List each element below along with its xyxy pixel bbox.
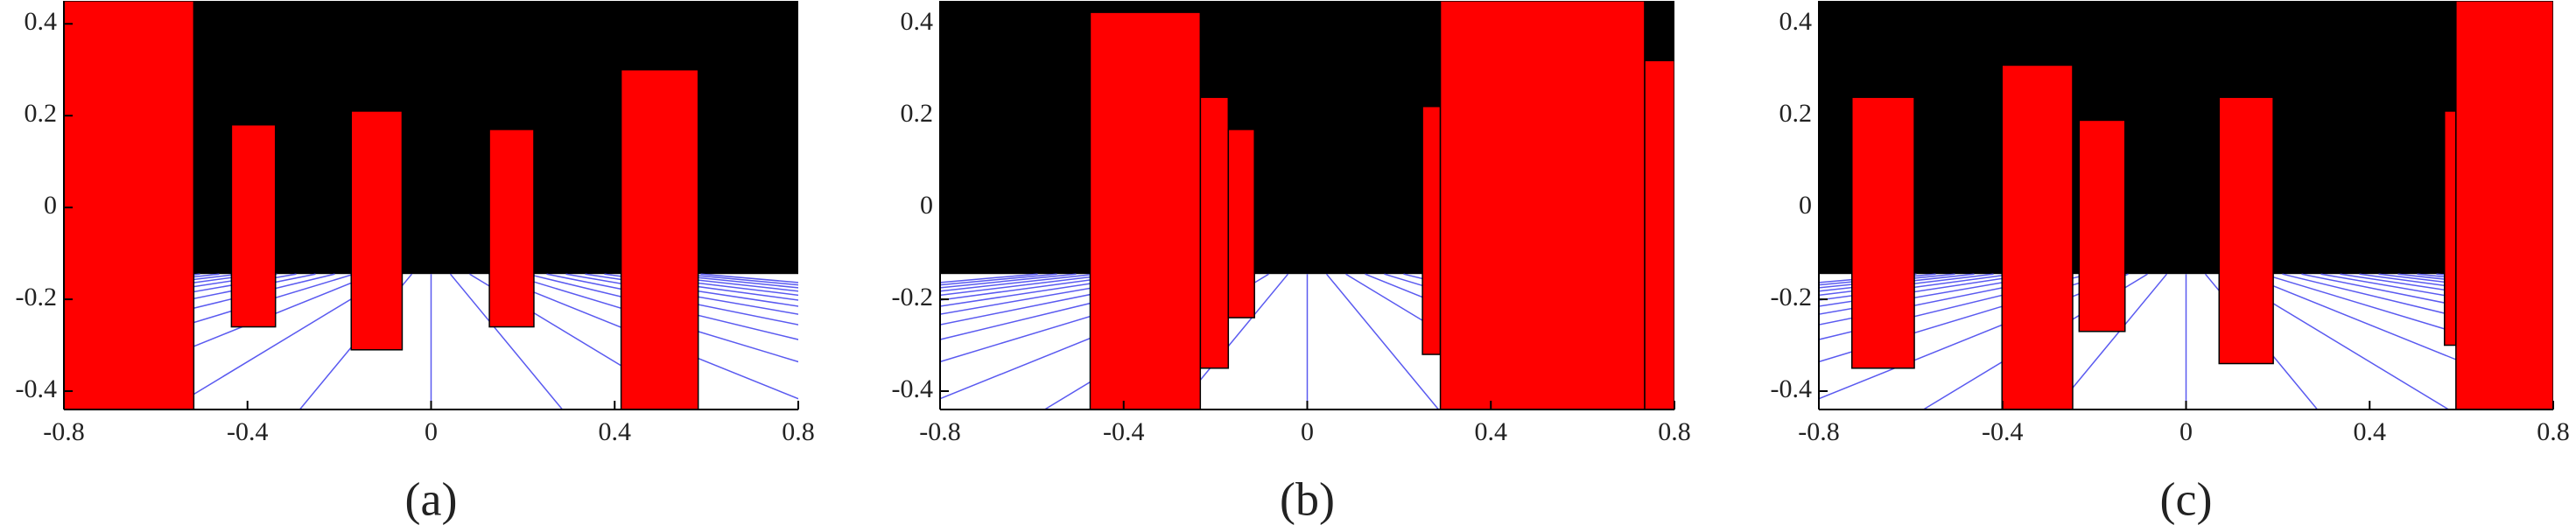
y-tick-label: 0	[920, 191, 933, 220]
y-tick-label: 0	[44, 191, 57, 220]
obstacle	[1439, 1, 1646, 410]
floor-line	[1819, 273, 2071, 326]
floor-line	[940, 273, 1134, 301]
obstacle	[620, 68, 699, 410]
x-tick-label: 0.8	[2537, 417, 2570, 446]
floor-line	[1325, 273, 1440, 410]
x-tick-label: -0.8	[1798, 417, 1840, 446]
x-tick-label: -0.4	[227, 417, 269, 446]
y-tick-label: -0.4	[892, 374, 934, 403]
x-tick-label: 0.8	[1658, 417, 1691, 446]
x-tick-label: 0.4	[599, 417, 632, 446]
y-tick-label: 0.4	[901, 7, 934, 36]
y-tick-label: -0.2	[16, 283, 58, 312]
y-tick-label: 0.2	[1779, 99, 1813, 128]
y-tick-label: -0.4	[16, 374, 58, 403]
y-tick-label: 0.2	[25, 99, 58, 128]
floor-line	[1819, 273, 2013, 301]
floor-line	[940, 273, 1154, 307]
x-tick-label: 0	[425, 417, 438, 446]
obstacle	[1421, 105, 1442, 355]
plot-area	[64, 1, 798, 410]
obstacle	[350, 110, 404, 351]
obstacle	[2455, 1, 2553, 410]
y-tick-label: -0.2	[892, 283, 934, 312]
y-tick-label: -0.2	[1771, 283, 1813, 312]
floor-line	[449, 273, 564, 410]
obstacle	[230, 123, 277, 328]
x-tick-label: 0	[1301, 417, 1314, 446]
plot-area	[1819, 1, 2553, 410]
floor-line	[1819, 273, 2090, 340]
obstacle	[1644, 60, 1674, 410]
y-tick-label: -0.4	[1771, 374, 1813, 403]
x-tick-label: 0.8	[782, 417, 815, 446]
obstacle	[64, 1, 195, 410]
floor-line	[2301, 273, 2553, 326]
floor-line	[940, 273, 1173, 315]
floor-line	[2282, 273, 2553, 340]
obstacle	[1199, 96, 1230, 369]
x-tick-label: 0.4	[1475, 417, 1508, 446]
x-tick-label: 0.4	[2354, 417, 2387, 446]
x-tick-label: -0.4	[1982, 417, 2024, 446]
plot-area	[940, 1, 1674, 410]
sky	[1819, 1, 2553, 275]
floor-line	[508, 273, 798, 363]
obstacle	[2001, 64, 2074, 410]
obstacle	[488, 129, 535, 328]
x-tick-label: -0.4	[1103, 417, 1145, 446]
y-tick-label: 0.2	[901, 99, 934, 128]
obstacle	[1227, 129, 1255, 318]
floor-line	[604, 273, 798, 301]
floor-line	[940, 273, 1192, 326]
floor-line	[64, 273, 316, 326]
x-tick-label: -0.8	[919, 417, 961, 446]
obstacle	[2218, 96, 2274, 365]
x-tick-label: -0.8	[43, 417, 85, 446]
obstacle	[2443, 110, 2457, 346]
panel: -0.4 -0.2 0 0.2 0.4 -0.8 -0.4 0 0.4 0.8 (c)	[1771, 1, 2570, 525]
caption: (a)	[405, 472, 458, 525]
caption: (b)	[1280, 472, 1335, 525]
obstacle	[1089, 11, 1202, 410]
x-tick-label: 0	[2179, 417, 2193, 446]
y-tick-label: 0.4	[25, 7, 58, 36]
y-tick-label: 0.4	[1779, 7, 1813, 36]
panel: -0.4 -0.2 0 0.2 0.4 -0.8 -0.4 0 0.4 0.8 (a)	[16, 1, 815, 525]
obstacle	[1851, 96, 1915, 369]
floor-line	[585, 273, 798, 307]
floor-line	[1819, 273, 2052, 315]
y-tick-label: 0	[1799, 191, 1812, 220]
caption: (c)	[2160, 472, 2213, 525]
obstacle	[2078, 119, 2126, 332]
floor-line	[2053, 273, 2168, 410]
